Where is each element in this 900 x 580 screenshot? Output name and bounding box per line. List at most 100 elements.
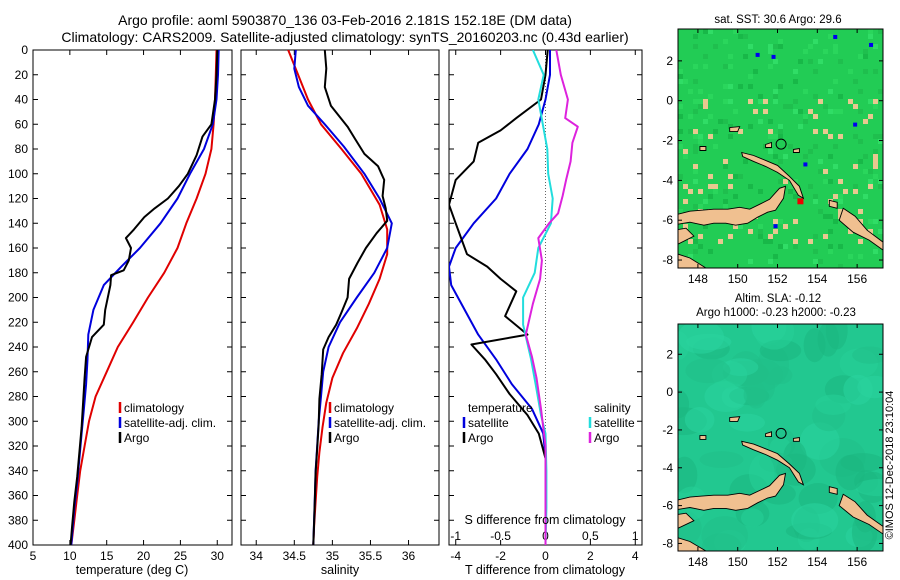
sst-cloud-pixel bbox=[738, 129, 743, 134]
sst-pixel bbox=[878, 229, 883, 234]
sst-cloud-pixel bbox=[688, 239, 693, 244]
sst-cloud-pixel bbox=[873, 99, 878, 104]
sst-cloud-pixel bbox=[763, 109, 768, 114]
sst-pixel bbox=[813, 39, 818, 44]
sst-pixel bbox=[748, 184, 753, 189]
sst-pixel bbox=[728, 64, 733, 69]
land-polygon bbox=[792, 436, 800, 442]
sla-map-frame bbox=[677, 323, 884, 552]
sst-pixel bbox=[833, 219, 838, 224]
series-line-argo bbox=[69, 50, 219, 545]
sst-pixel bbox=[808, 149, 813, 154]
sst-pixel bbox=[723, 204, 728, 209]
sst-pixel bbox=[688, 254, 693, 259]
sst-pixel bbox=[693, 249, 698, 254]
depth-tick-label: 260 bbox=[8, 365, 28, 379]
sla-shade-blob bbox=[803, 328, 826, 363]
sst-pixel bbox=[703, 29, 708, 34]
sst-pixel bbox=[758, 99, 763, 104]
sst-pixel bbox=[863, 169, 868, 174]
map-y-tick-label: -4 bbox=[662, 461, 673, 475]
sst-pixel bbox=[723, 84, 728, 89]
sst-cloud-pixel bbox=[683, 184, 688, 189]
sst-pixel bbox=[803, 89, 808, 94]
sst-pixel bbox=[778, 179, 783, 184]
s-tick-label: 1 bbox=[632, 529, 639, 543]
sla-map bbox=[678, 324, 883, 551]
sst-pixel bbox=[778, 44, 783, 49]
map-x-tick-label: 152 bbox=[767, 555, 787, 569]
difference-legend: temperature satellite Argo salinity sate… bbox=[462, 401, 635, 445]
sst-pixel bbox=[768, 49, 773, 54]
sst-pixel bbox=[873, 219, 878, 224]
x-tick-label: 35.5 bbox=[359, 549, 383, 563]
s-tick-label: -1 bbox=[450, 529, 461, 543]
sst-pixel bbox=[698, 99, 703, 104]
sst-cloud-pixel bbox=[823, 169, 828, 174]
sst-pixel bbox=[833, 144, 838, 149]
sst-pixel bbox=[738, 224, 743, 229]
sst-pixel bbox=[713, 129, 718, 134]
x-tick-label: 34.5 bbox=[283, 549, 307, 563]
sst-pixel bbox=[723, 64, 728, 69]
sst-cloud-pixel bbox=[873, 164, 878, 169]
map-y-tick-label: 2 bbox=[666, 54, 673, 68]
land-polygon bbox=[699, 146, 707, 151]
legend-label-argo: Argo bbox=[334, 431, 360, 445]
sst-cloud-pixel bbox=[748, 99, 753, 104]
sst-pixel bbox=[818, 159, 823, 164]
sst-pixel bbox=[768, 44, 773, 49]
legend-label-t-satellite: satellite bbox=[468, 416, 509, 430]
sst-pixel bbox=[873, 104, 878, 109]
sla-argo-marker bbox=[775, 427, 787, 439]
legend-label-t-argo: Argo bbox=[468, 431, 494, 445]
sst-pixel bbox=[708, 249, 713, 254]
sst-pixel bbox=[733, 194, 738, 199]
sst-pixel bbox=[788, 104, 793, 109]
sst-pixel bbox=[693, 179, 698, 184]
sst-pixel bbox=[818, 59, 823, 64]
sst-cloud-pixel bbox=[838, 209, 843, 214]
map-y-tick-label: -6 bbox=[662, 499, 673, 513]
series-line-argo bbox=[312, 50, 389, 545]
sst-map-frame bbox=[677, 28, 884, 269]
sst-map bbox=[678, 29, 883, 268]
sst-pixel bbox=[768, 134, 773, 139]
depth-tick-label: 80 bbox=[15, 142, 29, 156]
sst-pixel bbox=[773, 44, 778, 49]
sst-pixel bbox=[678, 79, 683, 84]
sst-pixel bbox=[713, 189, 718, 194]
legend-label-climatology: climatology bbox=[334, 401, 394, 415]
depth-tick-label: 380 bbox=[8, 513, 28, 527]
land-polygon bbox=[729, 126, 741, 133]
sst-pixel bbox=[733, 29, 738, 34]
sst-pixel bbox=[813, 199, 818, 204]
sla-shade-blob bbox=[791, 503, 839, 538]
sst-pixel bbox=[778, 244, 783, 249]
map-y-tick-label: -4 bbox=[662, 173, 673, 187]
sla-shade-blob bbox=[748, 454, 775, 493]
sst-cloud-pixel bbox=[858, 219, 863, 224]
sst-pixel bbox=[698, 244, 703, 249]
sst-pixel bbox=[808, 44, 813, 49]
sst-pixel bbox=[688, 114, 693, 119]
sst-pixel bbox=[768, 149, 773, 154]
sst-cold-pixel bbox=[755, 52, 760, 57]
sst-pixel bbox=[703, 199, 708, 204]
sst-cloud-pixel bbox=[873, 159, 878, 164]
sst-pixel bbox=[768, 259, 773, 264]
x-tick-label: -2 bbox=[495, 549, 506, 563]
land-polygon bbox=[678, 185, 787, 226]
sst-pixel bbox=[773, 99, 778, 104]
sst-pixel bbox=[873, 149, 878, 154]
sst-pixel bbox=[763, 239, 768, 244]
sst-cloud-pixel bbox=[868, 229, 873, 234]
sst-pixel bbox=[733, 109, 738, 114]
sst-pixel bbox=[833, 79, 838, 84]
sst-cloud-pixel bbox=[783, 224, 788, 229]
sst-pixel bbox=[878, 134, 883, 139]
sst-pixel bbox=[803, 49, 808, 54]
sst-pixel bbox=[813, 69, 818, 74]
sst-pixel bbox=[693, 149, 698, 154]
sst-pixel bbox=[858, 54, 863, 59]
